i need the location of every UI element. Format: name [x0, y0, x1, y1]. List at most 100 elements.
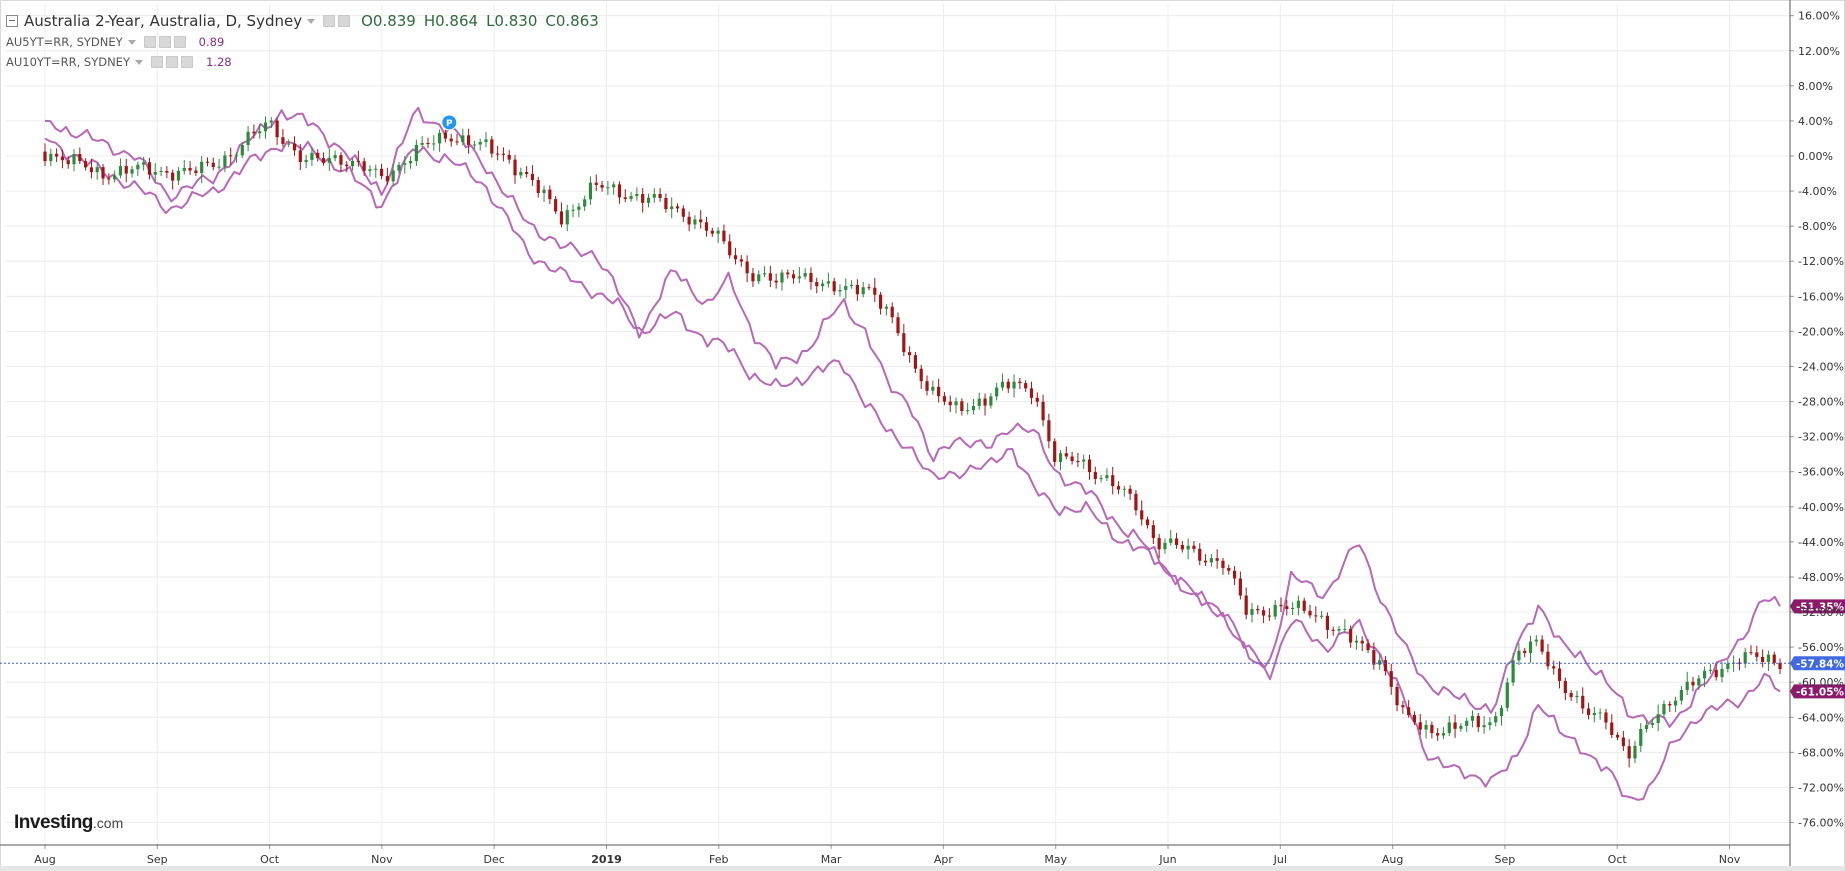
candle-down	[1256, 608, 1260, 611]
candle-down	[188, 167, 192, 171]
badge-label: -57.84%	[1796, 658, 1845, 670]
pivot-marker-label: P	[446, 119, 453, 129]
candle-down	[1389, 671, 1393, 687]
candle-down	[339, 155, 343, 165]
candle-down	[1412, 714, 1417, 723]
candle-up	[1743, 652, 1747, 664]
candle-up	[606, 187, 610, 189]
candle-up	[612, 184, 616, 188]
y-tick-label: -16.00%	[1798, 290, 1844, 303]
comparison-label[interactable]: AU5YT=RR, SYDNEY	[6, 35, 123, 49]
candle-down	[1581, 695, 1585, 709]
candle-down	[658, 194, 662, 198]
candle-up	[838, 290, 842, 292]
candle-down	[275, 120, 279, 138]
candle-up	[931, 386, 935, 391]
y-tick-label: -56.00%	[1798, 641, 1844, 654]
candle-down	[252, 131, 256, 134]
badge-background	[1790, 599, 1845, 614]
candle-up	[142, 162, 146, 165]
candle-down	[78, 154, 82, 162]
candle-down	[1053, 441, 1057, 462]
chevron-down-icon[interactable]	[307, 18, 316, 24]
candle-up	[420, 142, 424, 145]
candle-down	[687, 216, 691, 225]
candle-down	[379, 168, 384, 177]
candle-up	[113, 175, 117, 180]
candle-up	[374, 168, 378, 170]
candle-down	[1453, 722, 1457, 729]
candle-up	[588, 182, 593, 200]
badge-background	[1790, 656, 1845, 671]
candle-down	[739, 259, 743, 262]
gear-icon[interactable]	[165, 56, 178, 68]
candle-up	[646, 197, 651, 203]
y-tick-label: -60.00%	[1798, 676, 1844, 689]
gear-icon[interactable]	[338, 15, 351, 27]
x-tick-label: Dec	[484, 853, 505, 866]
y-tick-label: 12.00%	[1798, 45, 1840, 58]
candle-up	[95, 167, 99, 173]
y-tick-label: -72.00%	[1798, 781, 1844, 794]
y-tick-label: -36.00%	[1798, 466, 1844, 479]
candle-down	[1221, 560, 1225, 568]
candle-up	[49, 153, 53, 162]
candle-up	[1639, 728, 1643, 746]
y-tick-label: -12.00%	[1798, 255, 1844, 268]
investing-logo: Investing.com	[14, 812, 124, 833]
candle-down	[681, 208, 685, 217]
candle-up	[1378, 660, 1382, 665]
collapse-legend-button[interactable]	[6, 15, 18, 27]
candle-up	[368, 169, 372, 171]
candle-down	[1261, 610, 1266, 616]
chevron-down-icon[interactable]	[127, 39, 136, 45]
candle-down	[490, 139, 494, 154]
symbol-title[interactable]: Australia 2-Year, Australia, D, Sydney	[24, 12, 303, 30]
y-tick-label: 0.00%	[1798, 150, 1833, 163]
candle-up	[1488, 722, 1492, 726]
candle-up	[403, 163, 407, 165]
candle-down	[919, 368, 923, 382]
candle-down	[292, 143, 297, 151]
x-tick-label: Sep	[147, 853, 168, 866]
candle-down	[66, 160, 70, 165]
chevron-down-icon[interactable]	[134, 59, 143, 65]
candle-up	[844, 286, 848, 291]
candle-up	[136, 164, 140, 170]
candle-down	[1540, 639, 1544, 652]
overlay-layer: P -51.35% -57.84% -61.05%	[0, 114, 1845, 699]
candle-up	[258, 131, 262, 134]
candle-down	[1087, 459, 1092, 473]
candle-up	[1528, 641, 1533, 653]
candle-up	[1720, 668, 1724, 678]
candle-down	[1615, 734, 1620, 738]
candle-down	[362, 161, 366, 171]
candle-down	[704, 222, 709, 231]
candle-up	[571, 209, 575, 211]
candle-down	[1244, 595, 1248, 615]
comparison-line-au10y	[44, 137, 1781, 801]
eye-icon[interactable]	[143, 36, 156, 48]
candle-down	[345, 164, 349, 167]
candle-down	[832, 281, 836, 292]
gear-icon[interactable]	[158, 36, 171, 48]
candle-down	[1198, 548, 1202, 561]
candle-up	[1702, 670, 1707, 679]
close-icon[interactable]	[180, 56, 193, 68]
eye-icon[interactable]	[323, 15, 336, 27]
high-value: H0.864	[423, 12, 479, 30]
y-tick-label: 4.00%	[1798, 115, 1833, 128]
eye-icon[interactable]	[150, 56, 163, 68]
candle-down	[1134, 493, 1138, 511]
candle-down	[559, 211, 564, 225]
candle-down	[1523, 650, 1527, 653]
x-tick-label: Feb	[709, 853, 728, 866]
candle-up	[716, 230, 720, 234]
x-tick-label: Oct	[1608, 853, 1628, 866]
comparison-label[interactable]: AU10YT=RR, SYDNEY	[6, 55, 130, 69]
close-icon[interactable]	[173, 36, 186, 48]
candle-down	[356, 160, 360, 162]
candle-up	[1058, 453, 1063, 462]
